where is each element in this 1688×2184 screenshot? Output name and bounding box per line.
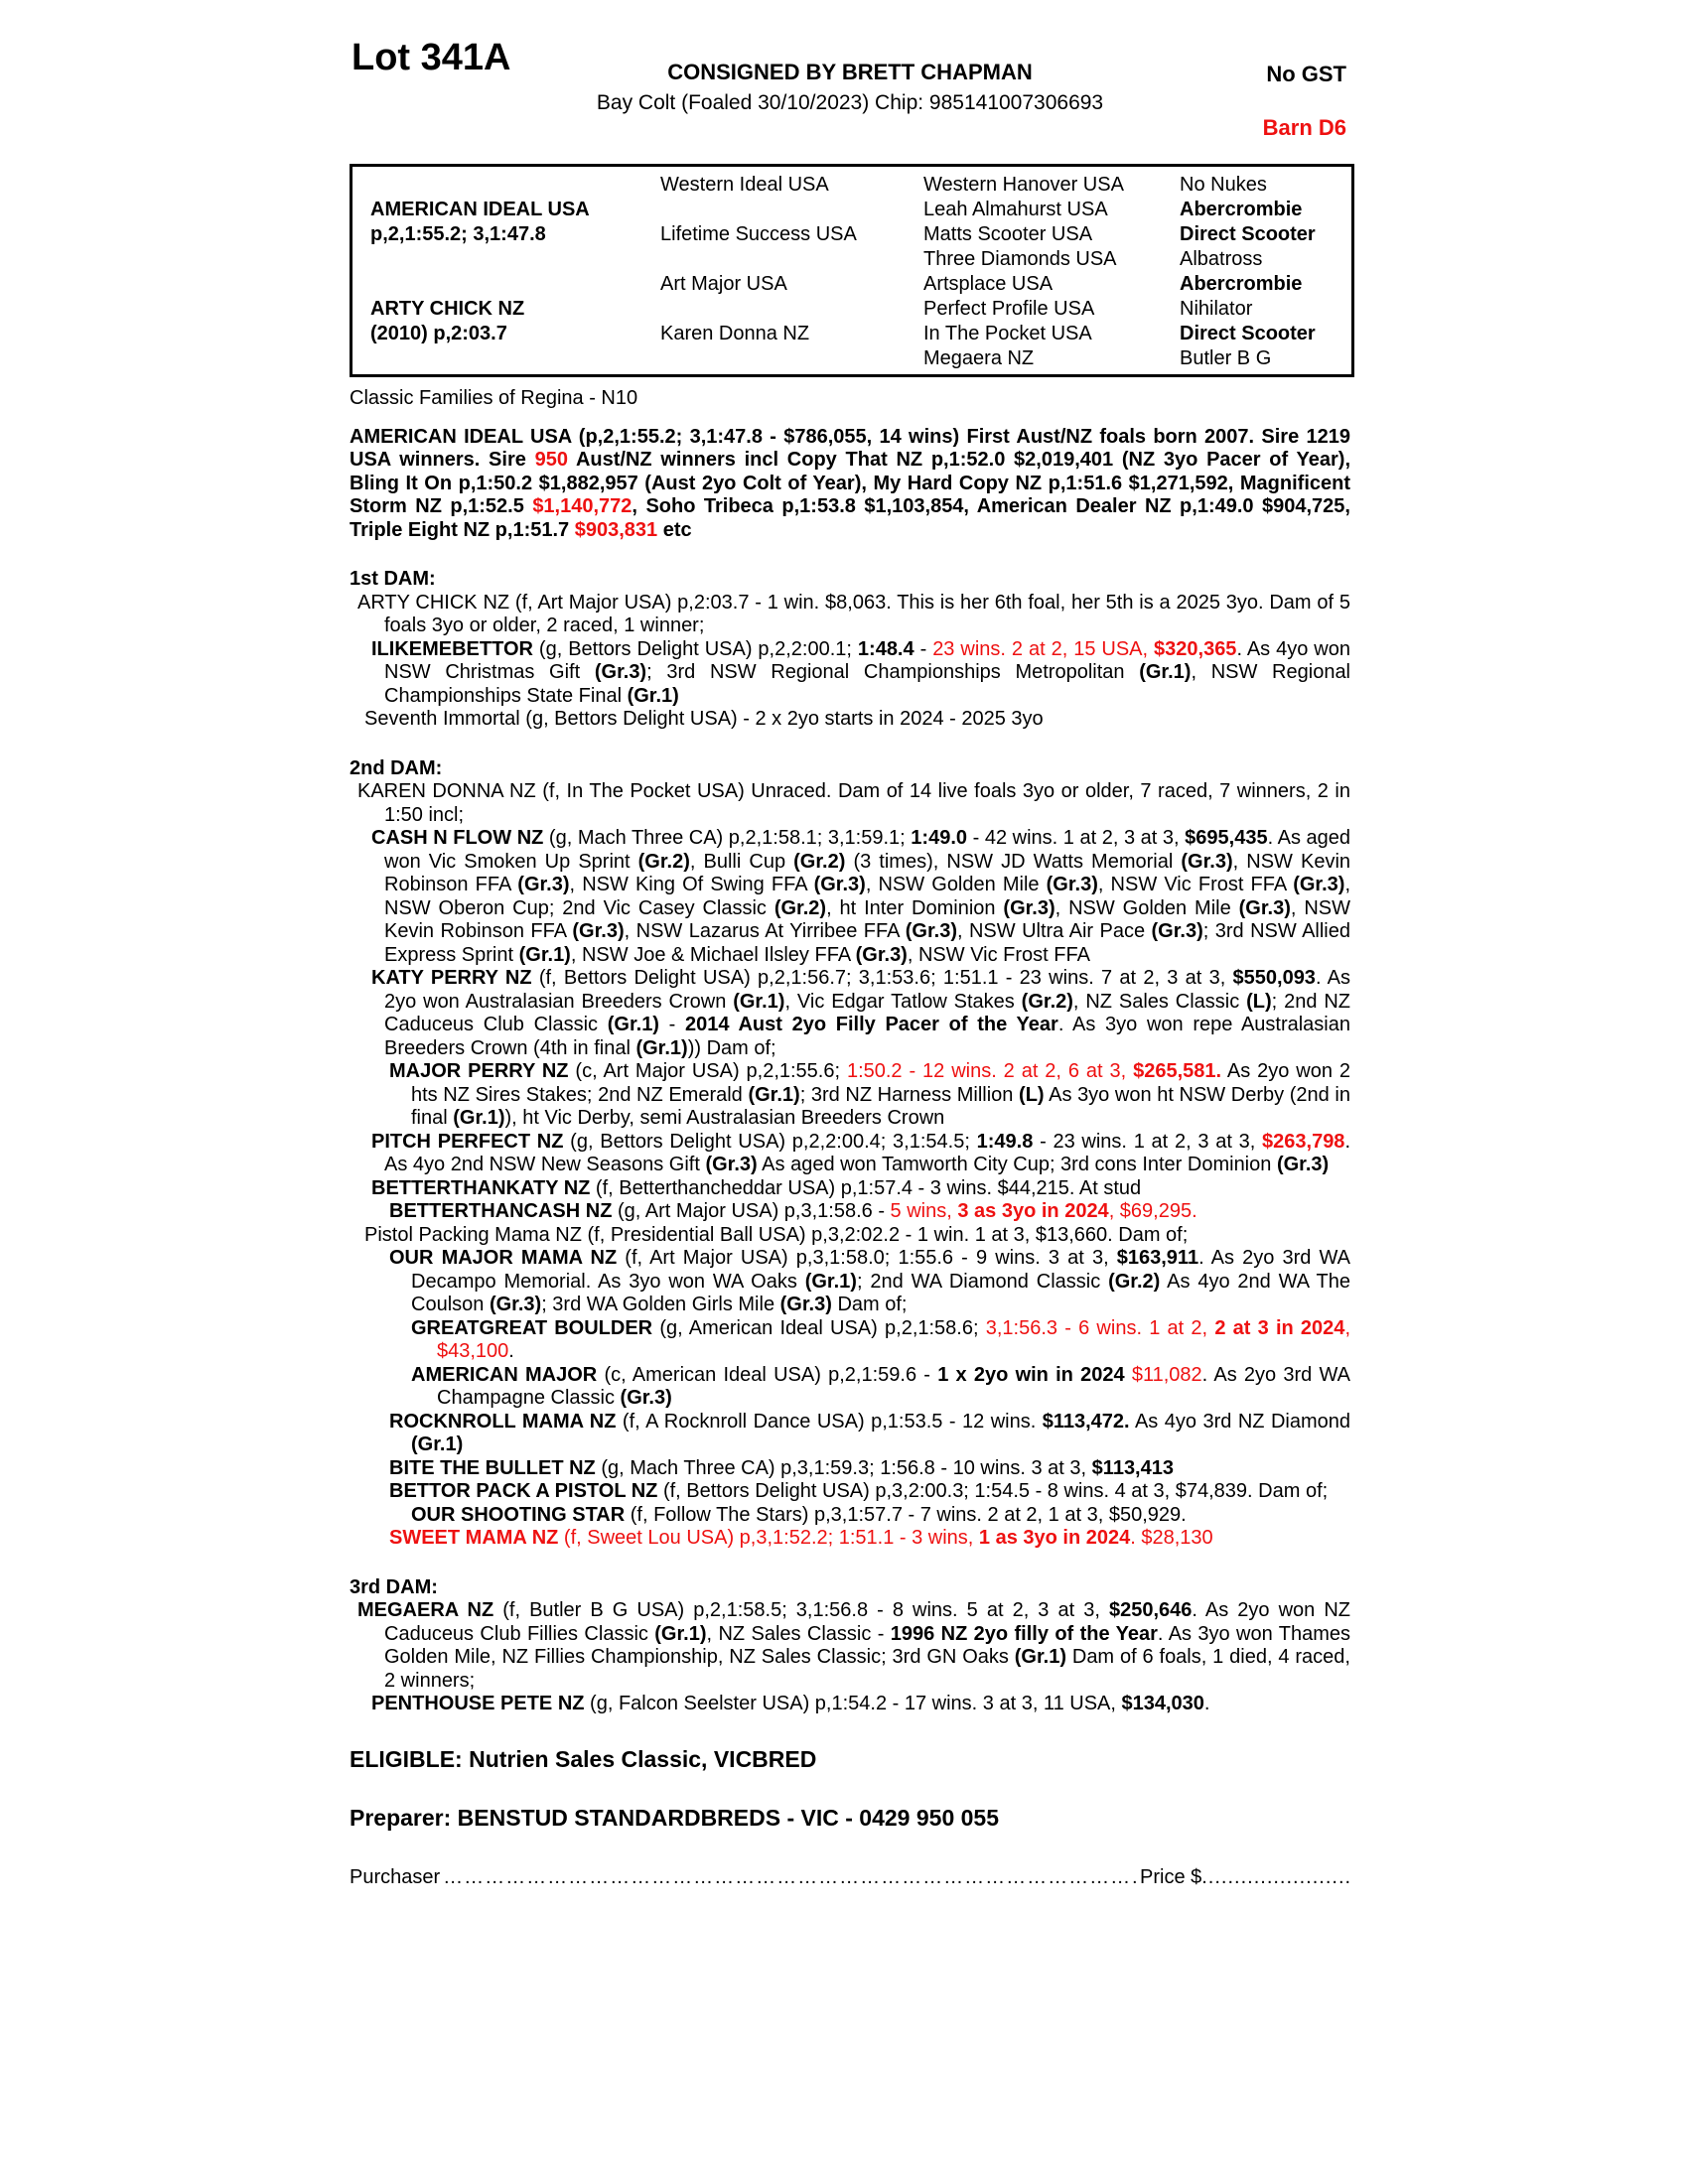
pedigree-sire-record: p,2,1:55.2; 3,1:47.8	[370, 223, 546, 245]
pedigree-gen4-entry: Butler B G	[1180, 347, 1272, 369]
progeny-entry-our-major-mama: OUR MAJOR MAMA NZ (f, Art Major USA) p,3…	[389, 1247, 1351, 1315]
progeny-entry-rocknroll-mama: ROCKNROLL MAMA NZ (f, A Rocknroll Dance …	[389, 1410, 1351, 1456]
price-label: Price $	[1140, 1865, 1202, 1888]
page-content: Lot 341A CONSIGNED BY BRETT CHAPMAN Bay …	[350, 38, 1354, 1889]
consignor-line: CONSIGNED BY BRETT CHAPMAN	[667, 60, 1033, 84]
pedigree-gen4-entry: No Nukes	[1180, 174, 1267, 196]
barn-label: Barn D6	[1262, 115, 1346, 140]
lot-number: Lot 341A	[352, 37, 511, 78]
header-center: CONSIGNED BY BRETT CHAPMAN Bay Colt (Foa…	[508, 60, 1192, 115]
progeny-entry-greatgreat-boulder: GREATGREAT BOULDER (g, American Ideal US…	[411, 1316, 1350, 1363]
pedigree-sire-name: AMERICAN IDEAL USA	[370, 199, 590, 220]
dam-section-heading: 2nd DAM:	[350, 756, 443, 779]
progeny-entry-sweet-mama: SWEET MAMA NZ (f, Sweet Lou USA) p,3,1:5…	[389, 1527, 1213, 1549]
progeny-entry-major-perry: MAJOR PERRY NZ (c, Art Major USA) p,2,1:…	[389, 1060, 1350, 1129]
progeny-entry-cash-n-flow: CASH N FLOW NZ (g, Mach Three CA) p,2,1:…	[371, 827, 1351, 966]
pedigree-gen4-entry: Direct Scooter	[1180, 223, 1316, 245]
price-dotted-leader: ........................................…	[1201, 1865, 1350, 1888]
purchaser-line: Purchaser …………………………………………………………………………………	[350, 1865, 1350, 1889]
progeny-entry-pistol-packing-mama: Pistol Packing Mama NZ (f, Presidential …	[364, 1223, 1189, 1246]
pedigree-gen3-entry: Western Hanover USA	[923, 174, 1124, 196]
pedigree-gen2-entry: Western Ideal USA	[660, 174, 829, 196]
pedigree-gen4-entry: Abercrombie	[1180, 273, 1303, 295]
header-right: No GST Barn D6	[1263, 62, 1346, 141]
purchaser-dotted-leader: ……………………………………………………………………………………………………………	[443, 1865, 1137, 1888]
pedigree-gen3-entry: Matts Scooter USA	[923, 223, 1093, 245]
progeny-entry-pitch-perfect: PITCH PERFECT NZ (g, Bettors Delight USA…	[371, 1130, 1350, 1176]
pedigree-gen2-entry: Art Major USA	[660, 273, 787, 295]
dam-section-heading: 3rd DAM:	[350, 1575, 438, 1598]
no-gst-label: No GST	[1266, 62, 1346, 86]
pedigree-table: AMERICAN IDEAL USA p,2,1:55.2; 3,1:47.8 …	[350, 164, 1354, 377]
family-line: Classic Families of Regina - N10	[350, 387, 638, 409]
pedigree-gen3-entry: Leah Almahurst USA	[923, 199, 1108, 220]
progeny-entry-bettor-pack-a-pistol: BETTOR PACK A PISTOL NZ (f, Bettors Deli…	[389, 1480, 1329, 1502]
progeny-entry-betterthancash: BETTERTHANCASH NZ (g, Art Major USA) p,3…	[389, 1200, 1197, 1222]
purchaser-label: Purchaser	[350, 1865, 441, 1888]
pedigree-text: AMERICAN IDEAL USA (p,2,1:55.2; 3,1:47.8…	[350, 426, 1350, 1716]
pedigree-gen4-entry: Albatross	[1180, 248, 1263, 270]
eligible-line: ELIGIBLE: Nutrien Sales Classic, VICBRED	[350, 1745, 817, 1772]
progeny-entry-penthouse-pete: PENTHOUSE PETE NZ (g, Falcon Seelster US…	[371, 1693, 1210, 1714]
pedigree-gen2-entry: Karen Donna NZ	[660, 323, 810, 344]
pedigree-gen4-entry: Direct Scooter	[1180, 323, 1316, 344]
progeny-entry-our-shooting-star: OUR SHOOTING STAR (f, Follow The Stars) …	[411, 1503, 1187, 1526]
foal-details-line: Bay Colt (Foaled 30/10/2023) Chip: 98514…	[596, 91, 1104, 114]
pedigree-dam-record: (2010) p,2:03.7	[370, 323, 507, 344]
dam-entry-karen-donna: KAREN DONNA NZ (f, In The Pocket USA) Un…	[357, 780, 1350, 826]
progeny-entry-betterthankaty: BETTERTHANKATY NZ (f, Betterthancheddar …	[371, 1176, 1142, 1199]
dam-entry-megaera: MEGAERA NZ (f, Butler B G USA) p,2,1:58.…	[357, 1599, 1350, 1692]
progeny-entry-seventh-immortal: Seventh Immortal (g, Bettors Delight USA…	[364, 708, 1044, 730]
sire-summary: AMERICAN IDEAL USA (p,2,1:55.2; 3,1:47.8…	[350, 425, 1351, 541]
progeny-entry-american-major: AMERICAN MAJOR (c, American Ideal USA) p…	[411, 1363, 1350, 1410]
pedigree-gen3-entry: Perfect Profile USA	[923, 298, 1095, 320]
dam-entry-arty-chick: ARTY CHICK NZ (f, Art Major USA) p,2:03.…	[357, 591, 1350, 637]
pedigree-dam-name: ARTY CHICK NZ	[370, 298, 525, 320]
progeny-entry-katy-perry: KATY PERRY NZ (f, Bettors Delight USA) p…	[371, 967, 1351, 1059]
preparer-line: Preparer: BENSTUD STANDARDBREDS - VIC - …	[350, 1804, 999, 1831]
dam-section-heading: 1st DAM:	[350, 568, 436, 590]
pedigree-gen4-entry: Abercrombie	[1180, 199, 1303, 220]
pedigree-gen3-entry: Megaera NZ	[923, 347, 1035, 369]
pedigree-gen3-entry: Three Diamonds USA	[923, 248, 1117, 270]
pedigree-gen4-entry: Nihilator	[1180, 298, 1253, 320]
header: Lot 341A CONSIGNED BY BRETT CHAPMAN Bay …	[350, 38, 1350, 164]
pedigree-gen3-entry: Artsplace USA	[923, 273, 1054, 295]
pedigree-gen2-entry: Lifetime Success USA	[660, 223, 857, 245]
progeny-entry-ilikemebettor: ILIKEMEBETTOR (g, Bettors Delight USA) p…	[371, 637, 1351, 707]
progeny-entry-bite-the-bullet: BITE THE BULLET NZ (g, Mach Three CA) p,…	[389, 1456, 1174, 1479]
pedigree-gen3-entry: In The Pocket USA	[923, 323, 1092, 344]
